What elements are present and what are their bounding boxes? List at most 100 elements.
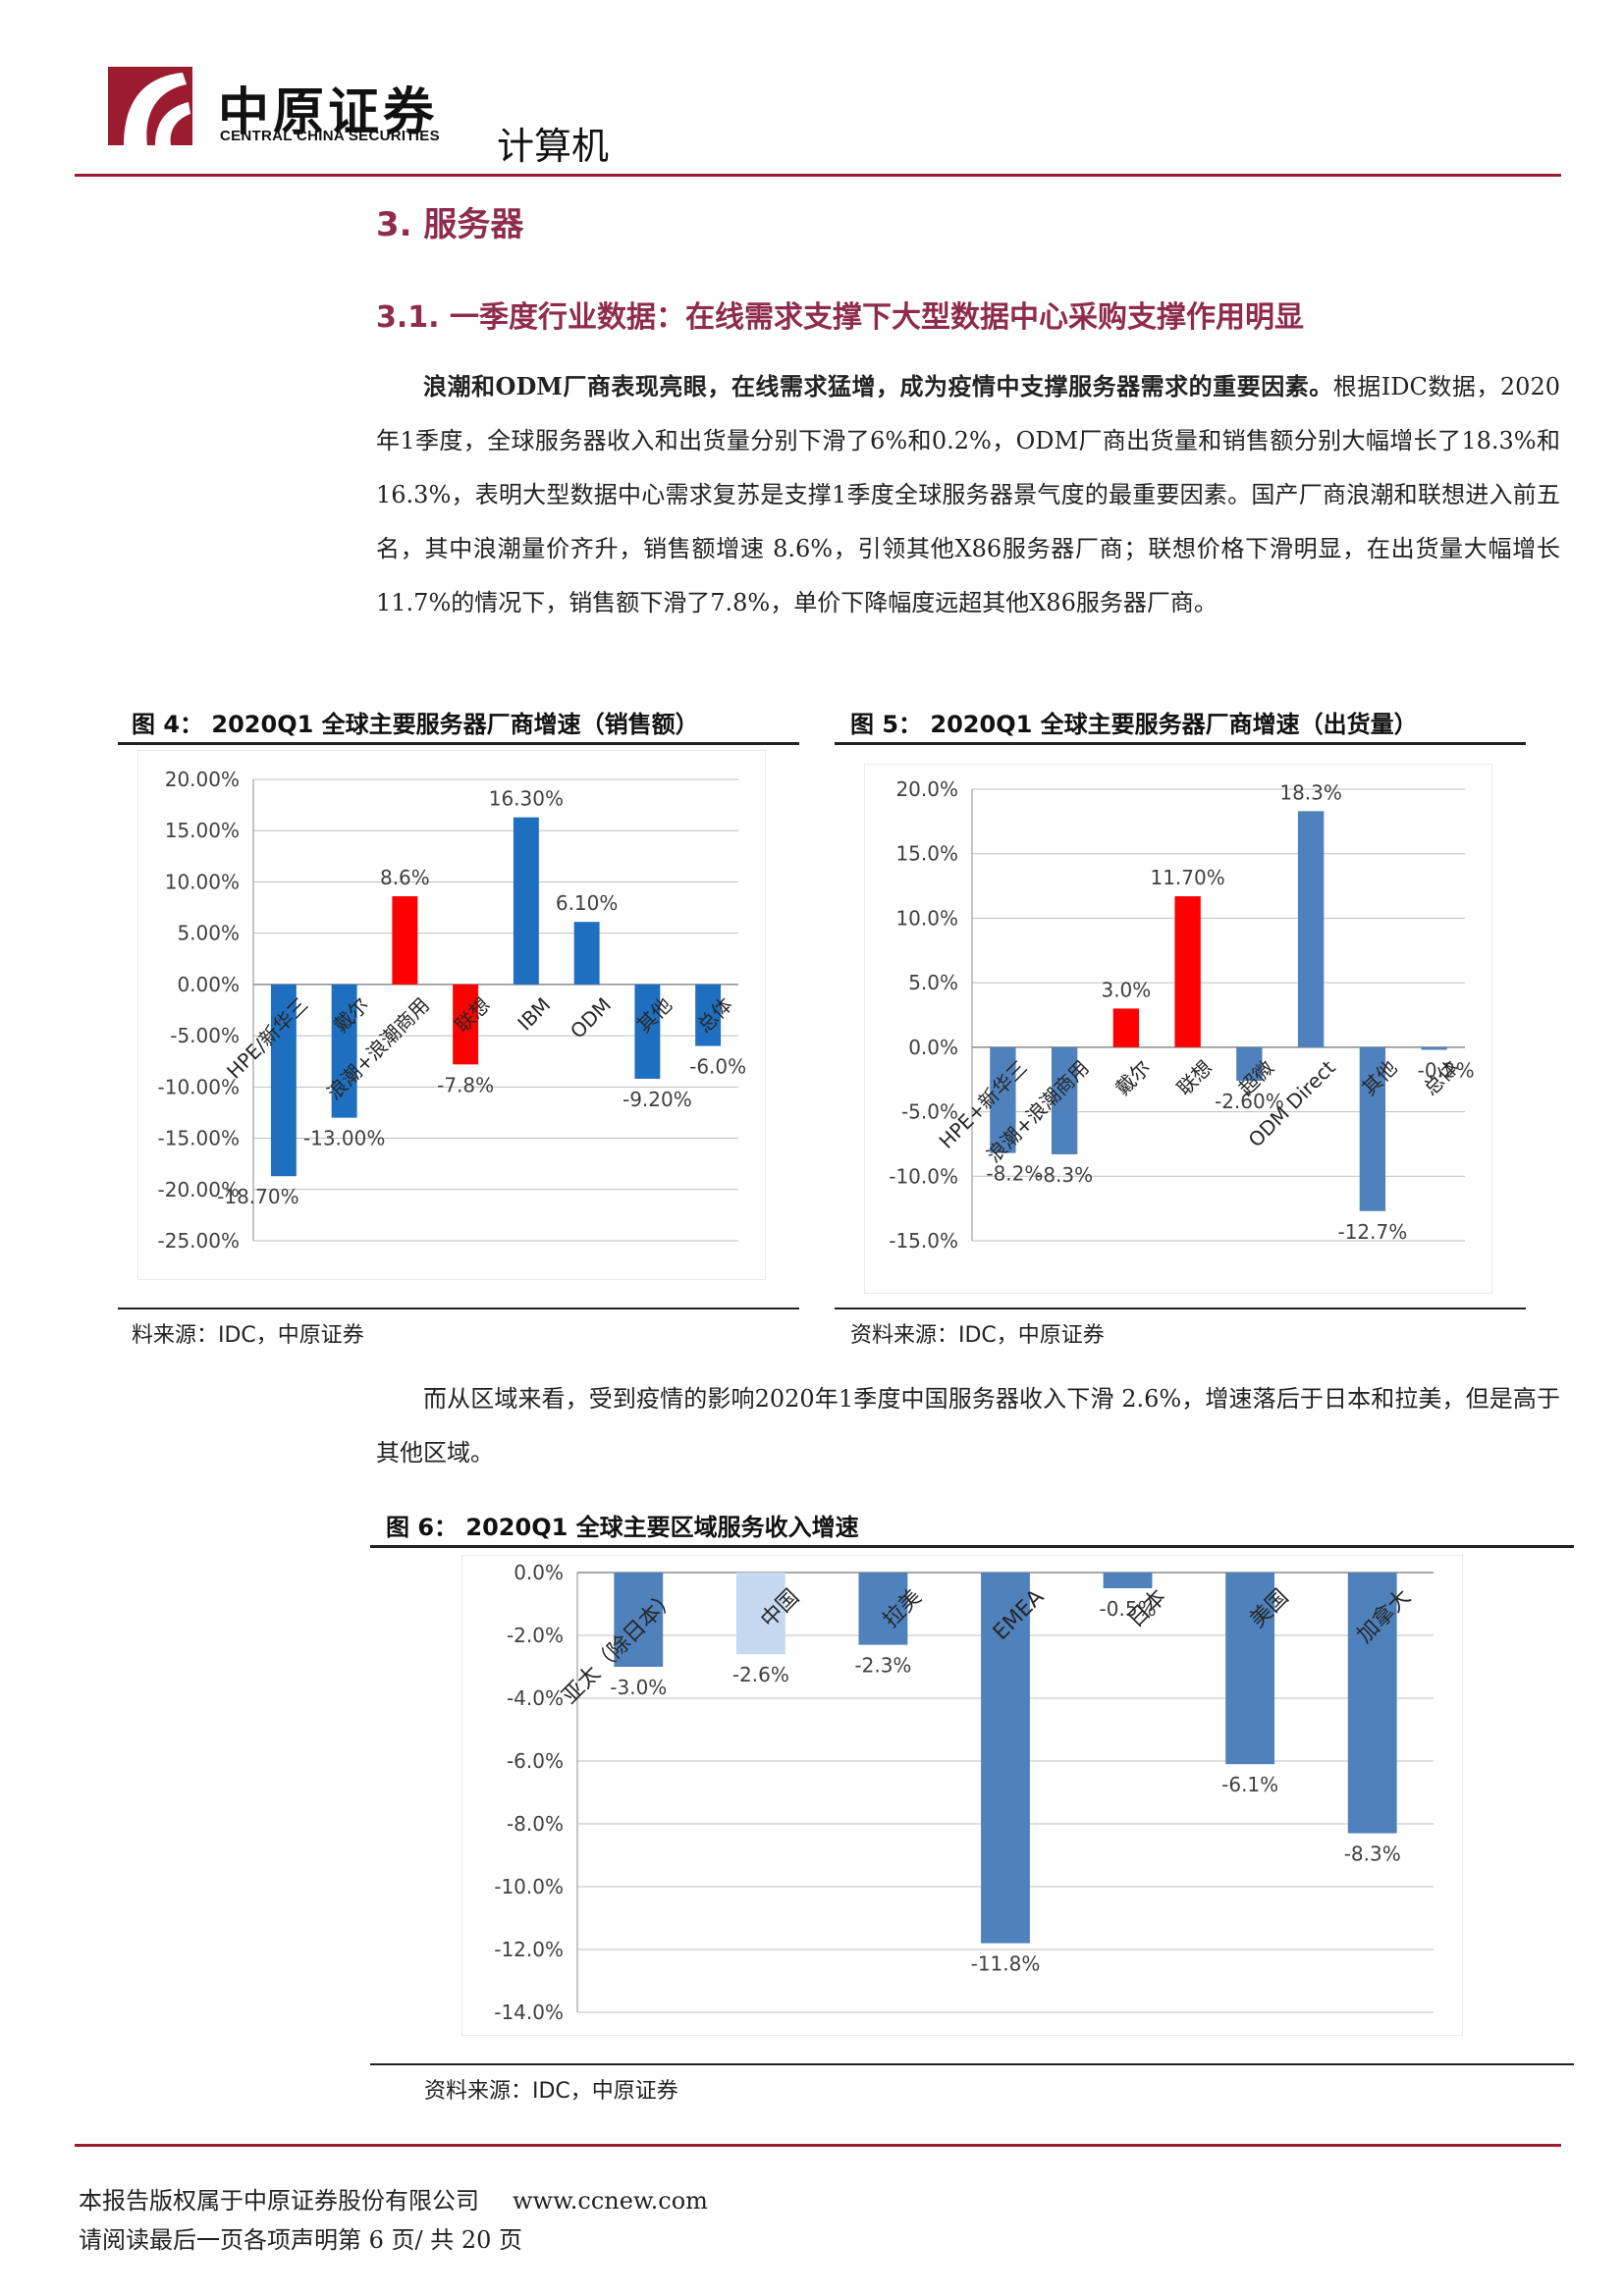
- y-tick-label: 0.0%: [514, 1561, 564, 1584]
- y-tick-label: 20.00%: [165, 768, 240, 791]
- bar: [331, 984, 357, 1118]
- y-tick-label: -15.0%: [889, 1229, 958, 1253]
- y-tick-label: 0.00%: [177, 973, 240, 996]
- bar: [634, 984, 661, 1079]
- y-tick-label: -4.0%: [507, 1686, 564, 1710]
- header-divider: [75, 174, 1561, 177]
- bar: [1225, 1573, 1275, 1765]
- bar: [513, 817, 539, 985]
- y-tick-label: -5.0%: [901, 1100, 958, 1124]
- paragraph-1-body: 根据IDC数据，2020年1季度，全球服务器收入和出货量分别下滑了6%和0.2%…: [376, 373, 1560, 616]
- data-label: 16.30%: [489, 787, 564, 811]
- chart-frame: [137, 750, 766, 1280]
- footer-divider: [75, 2144, 1561, 2147]
- data-label: -2.3%: [854, 1654, 911, 1678]
- y-tick-label: 20.0%: [895, 777, 958, 801]
- fig6-source: 资料来源：IDC，中原证券: [424, 2079, 678, 2104]
- data-label: -7.8%: [437, 1073, 494, 1096]
- bar: [614, 1573, 664, 1667]
- bar: [453, 984, 479, 1065]
- fig6-title: 图 6： 2020Q1 全球主要区域服务收入增速: [386, 1514, 859, 1541]
- paragraph-1: 浪潮和ODM厂商表现亮眼，在线需求猛增，成为疫情中支撑服务器需求的重要因素。根据…: [376, 359, 1560, 630]
- y-tick-label: -6.0%: [507, 1749, 564, 1773]
- data-label: -8.3%: [1344, 1842, 1401, 1866]
- data-label: -12.7%: [1337, 1220, 1407, 1244]
- footer-line-2: 请阅读最后一页各项声明第 6 页/ 共 20 页: [79, 2226, 523, 2254]
- data-label: -9.20%: [623, 1088, 692, 1111]
- bar: [1103, 1573, 1153, 1588]
- footer-url[interactable]: www.ccnew.com: [513, 2187, 708, 2215]
- paragraph-1-lead: 浪潮和ODM厂商表现亮眼，在线需求猛增，成为疫情中支撑服务器需求的重要因素。: [423, 372, 1333, 400]
- company-name-en: CENTRAL CHINA SECURITIES: [220, 128, 440, 144]
- data-label: 6.10%: [556, 891, 619, 915]
- bar: [392, 896, 418, 985]
- y-tick-label: -8.0%: [507, 1812, 564, 1836]
- bar: [981, 1573, 1030, 1944]
- chart-frame: [461, 1555, 1463, 2036]
- company-name-cn: 中原证券: [218, 82, 439, 142]
- bar: [695, 984, 722, 1046]
- y-tick-label: 0.0%: [908, 1036, 958, 1059]
- fig5-top-rule: [835, 742, 1526, 745]
- fig5-title: 图 5： 2020Q1 全球主要服务器厂商增速（出货量）: [850, 711, 1418, 738]
- y-tick-label: -5.00%: [170, 1024, 240, 1047]
- data-label: -0.5%: [1100, 1597, 1157, 1621]
- bar: [573, 922, 600, 985]
- data-label: -11.8%: [971, 1952, 1041, 1976]
- bar: [858, 1573, 908, 1645]
- fig6-bottom-rule: [370, 2063, 1574, 2065]
- company-logo-icon: [104, 63, 196, 149]
- fig6-chart: 0.0% -2.0% -4.0% -6.0% -8.0% -10.0% -12.0% -14.…: [461, 1555, 1463, 2036]
- subsection-title: 3.1. 一季度行业数据：在线需求支撑下大型数据中心采购支撑作用明显: [376, 300, 1304, 335]
- fig6-top-rule: [370, 1545, 1574, 1548]
- data-label: -3.0%: [610, 1676, 667, 1699]
- bar: [1112, 1008, 1140, 1047]
- fig4-bottom-rule: [118, 1308, 799, 1309]
- data-label: -8.3%: [1036, 1163, 1093, 1187]
- fig4-source: 料来源：IDC，中原证券: [132, 1323, 364, 1348]
- bar: [1297, 811, 1325, 1047]
- data-label: -2.6%: [732, 1663, 789, 1686]
- y-tick-label: -10.0%: [889, 1164, 958, 1188]
- bar: [735, 1573, 785, 1655]
- paragraph-2: 而从区域来看，受到疫情的影响2020年1季度中国服务器收入下滑 2.6%，增速落…: [376, 1385, 1560, 1467]
- data-label: -18.70%: [217, 1185, 298, 1208]
- y-tick-label: 10.00%: [165, 870, 240, 893]
- y-tick-label: -2.0%: [507, 1624, 564, 1647]
- data-label: 18.3%: [1279, 780, 1342, 804]
- y-tick-label: -25.00%: [158, 1229, 240, 1253]
- fig5-chart: 20.0% 15.0% 10.0% 5.0% 0.0% -5.0% -10.0% -15.0%…: [864, 764, 1492, 1294]
- bar: [990, 1046, 1016, 1153]
- data-label: 11.70%: [1150, 866, 1224, 889]
- fig4-chart: 20.00% 15.00% 10.00% 5.00% 0.00% -5.00% -10.00…: [137, 750, 766, 1280]
- data-label: -13.00%: [303, 1127, 385, 1150]
- data-label: -2.60%: [1215, 1090, 1284, 1113]
- y-tick-label: 10.0%: [895, 906, 958, 930]
- data-label: 3.0%: [1101, 978, 1151, 1001]
- data-label: -6.1%: [1221, 1773, 1278, 1796]
- footer-line-1: 本报告版权属于中原证券股份有限公司 www.ccnew.com: [79, 2181, 708, 2216]
- y-tick-label: 15.0%: [895, 842, 958, 866]
- y-tick-label: -10.0%: [494, 1875, 564, 1898]
- bar: [1359, 1046, 1386, 1211]
- y-tick-label: 5.0%: [908, 971, 958, 994]
- y-tick-label: -10.00%: [158, 1075, 240, 1098]
- data-label: -0.2%: [1418, 1058, 1475, 1082]
- data-label: -6.0%: [689, 1055, 746, 1079]
- section-title: 3. 服务器: [376, 205, 524, 244]
- y-tick-label: 5.00%: [177, 922, 240, 945]
- bar: [270, 984, 297, 1177]
- fig4-top-rule: [118, 742, 799, 745]
- fig5-source: 资料来源：IDC，中原证券: [850, 1323, 1105, 1348]
- data-label: 8.6%: [380, 866, 430, 889]
- bar: [1421, 1046, 1447, 1050]
- fig5-bottom-rule: [835, 1308, 1526, 1309]
- bar: [1347, 1573, 1397, 1834]
- y-tick-label: -20.00%: [158, 1178, 240, 1201]
- data-label: -8.2%: [986, 1162, 1043, 1186]
- bar: [1051, 1046, 1078, 1154]
- y-tick-label: -12.0%: [494, 1938, 564, 1961]
- y-tick-label: 15.00%: [165, 819, 240, 842]
- bar: [1236, 1046, 1263, 1082]
- y-tick-label: -14.0%: [494, 2001, 564, 2024]
